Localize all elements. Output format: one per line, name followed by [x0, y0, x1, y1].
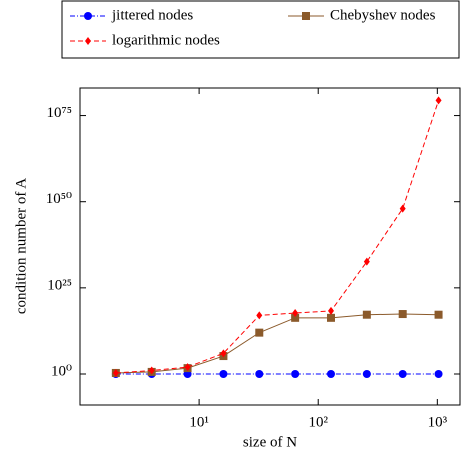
y-tick-label: 10⁵⁰ [46, 191, 72, 207]
marker [291, 313, 300, 322]
marker [398, 310, 407, 319]
x-axis-label: size of N [243, 434, 297, 450]
marker [148, 366, 155, 375]
x-tick-label: 10³ [428, 414, 448, 430]
legend-marker [85, 37, 91, 45]
marker [434, 369, 443, 378]
marker [291, 369, 300, 378]
marker [362, 369, 371, 378]
legend-marker [302, 12, 310, 20]
marker [398, 369, 407, 378]
marker [112, 368, 119, 377]
series-line [115, 313, 439, 374]
series-line [115, 100, 440, 374]
legend-box [61, 0, 460, 59]
legend-label: jittered nodes [111, 7, 193, 23]
marker [255, 369, 264, 378]
marker [184, 363, 191, 372]
legend-marker [84, 12, 92, 20]
marker [363, 257, 370, 266]
y-tick-label: 10⁷⁵ [47, 105, 72, 121]
marker [220, 349, 227, 358]
legend-label: Chebyshev nodes [330, 7, 436, 23]
marker [399, 204, 406, 213]
marker [434, 310, 443, 319]
y-axis-label: condition number of A [13, 178, 29, 314]
marker [435, 96, 442, 105]
plot-frame [79, 87, 461, 406]
marker [292, 309, 299, 318]
marker [362, 310, 371, 319]
y-tick-label: 10⁰ [51, 363, 72, 379]
marker [219, 369, 228, 378]
marker [256, 311, 263, 320]
y-tick-label: 10²⁵ [47, 277, 72, 293]
marker [255, 328, 264, 337]
x-tick-label: 10¹ [189, 414, 209, 430]
marker [326, 313, 335, 322]
marker [326, 369, 335, 378]
x-tick-label: 10² [308, 414, 328, 430]
legend-label: logarithmic nodes [112, 32, 220, 48]
marker [327, 306, 334, 315]
